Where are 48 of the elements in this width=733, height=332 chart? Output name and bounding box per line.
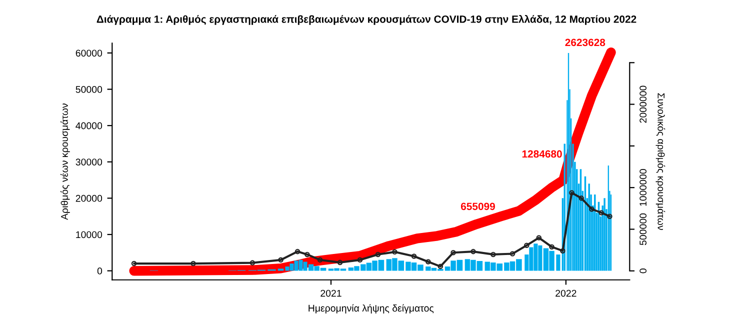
point bbox=[317, 257, 323, 263]
y2-axis-title: Συνολικός αριθμός κρουσμάτων bbox=[656, 93, 666, 230]
point bbox=[375, 252, 381, 258]
y-tick-label: 60000 bbox=[76, 50, 102, 57]
y-tick-label: 10000 bbox=[76, 231, 102, 238]
point bbox=[392, 249, 398, 255]
point bbox=[294, 248, 300, 254]
point bbox=[438, 264, 444, 270]
y-tick-label: 50000 bbox=[76, 86, 102, 93]
y-tick-label: 40000 bbox=[76, 122, 102, 130]
point bbox=[411, 254, 417, 259]
point bbox=[337, 260, 343, 266]
point bbox=[470, 248, 476, 254]
point bbox=[450, 250, 456, 256]
y2-tick-label: 1000000 bbox=[640, 169, 647, 206]
chart-title: Διάγραμμα 1: Αριθμός εργαστηριακά επιβεβαιωμένων κρουσμάτων COVID-19 στην Ελλάδα, 12 Μαρτίου 2022 bbox=[96, 14, 636, 25]
point bbox=[589, 206, 594, 212]
line-series bbox=[131, 190, 612, 270]
x-tick-label: 2021 bbox=[320, 290, 342, 297]
point bbox=[578, 196, 584, 201]
y-axis-title: Αριθμός νέων κρουσμάτων bbox=[60, 103, 70, 220]
x-axis-title: Ημερομηνία λήψης δείγματος bbox=[308, 304, 434, 314]
data-label: 2623628 bbox=[565, 38, 606, 46]
point bbox=[278, 257, 284, 263]
point bbox=[598, 210, 604, 216]
point bbox=[560, 248, 566, 254]
point bbox=[524, 242, 530, 248]
y-tick-label: 0 bbox=[97, 268, 102, 274]
point bbox=[190, 260, 196, 266]
point bbox=[131, 260, 137, 266]
point bbox=[304, 252, 310, 258]
point bbox=[510, 251, 516, 256]
y2-tick-label: 500000 bbox=[640, 213, 647, 246]
point bbox=[549, 244, 554, 250]
y-tick-label: 30000 bbox=[76, 158, 102, 166]
point bbox=[490, 252, 496, 258]
y2-tick-label: 0 bbox=[640, 268, 647, 274]
y2-tick-label: 2000000 bbox=[640, 86, 647, 123]
point bbox=[250, 260, 256, 266]
point bbox=[536, 235, 542, 240]
data-label: 1284680 bbox=[522, 150, 562, 158]
point bbox=[426, 259, 431, 264]
x-tick-label: 2022 bbox=[556, 290, 576, 297]
data-label: 655099 bbox=[460, 202, 495, 210]
point bbox=[607, 214, 612, 219]
y-tick-label: 20000 bbox=[76, 194, 102, 202]
point bbox=[357, 257, 363, 263]
point bbox=[569, 190, 574, 196]
